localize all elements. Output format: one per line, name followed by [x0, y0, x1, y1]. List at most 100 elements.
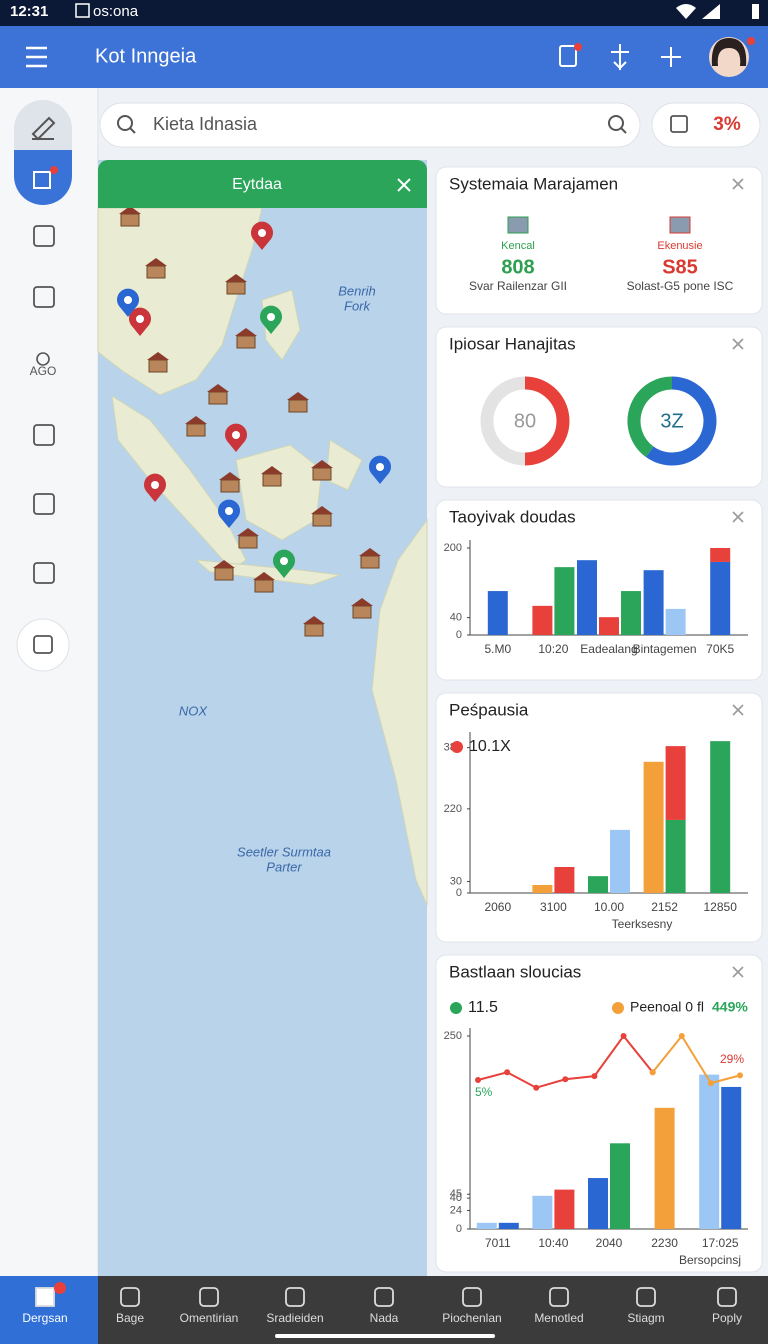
bottom-nav-active — [0, 1276, 98, 1344]
nav-icon — [462, 1287, 482, 1307]
search-bar[interactable] — [99, 102, 641, 148]
edit-icon[interactable] — [31, 116, 56, 141]
map-land — [371, 518, 428, 906]
line-point — [475, 1077, 481, 1084]
nav-item[interactable]: Dergsan — [22, 1287, 68, 1325]
card-close[interactable] — [732, 966, 744, 978]
card-title: Ipiosar Hanajitas — [449, 334, 576, 353]
x-tick-label: 10:40 — [538, 1236, 568, 1250]
map-house-roof — [147, 352, 169, 360]
x-tick-label: Bintagemen — [633, 642, 697, 656]
nav-label: Piochenlan — [442, 1311, 501, 1325]
map-house-roof — [237, 528, 259, 536]
add-button[interactable] — [661, 47, 681, 67]
nav-icon — [549, 1287, 569, 1307]
nav-item[interactable]: Omentirian — [180, 1287, 239, 1325]
sidebar-button[interactable] — [16, 618, 70, 672]
map-close[interactable] — [397, 178, 411, 192]
sidebar-icon[interactable] — [33, 286, 55, 308]
map-house-roof — [235, 328, 257, 336]
map-house-roof — [219, 472, 241, 480]
map-house-roof — [303, 616, 325, 624]
line-point — [678, 1033, 685, 1039]
status-icon — [75, 3, 90, 18]
sidebar-icon[interactable] — [33, 493, 55, 515]
card-close[interactable] — [732, 338, 744, 350]
action-icon[interactable] — [559, 45, 577, 67]
map-house — [254, 579, 274, 593]
badge-box[interactable] — [651, 102, 761, 148]
map-house-roof — [351, 598, 373, 606]
sidebar-icon[interactable] — [33, 424, 55, 446]
card-close[interactable] — [732, 704, 744, 716]
nav-item[interactable]: Bage — [116, 1287, 144, 1325]
map-pin-dot — [232, 431, 240, 439]
line-point — [620, 1033, 627, 1039]
card-close[interactable] — [732, 511, 744, 523]
donut-segment — [524, 376, 570, 466]
nav-label: Sradieiden — [266, 1311, 323, 1325]
legend-label: 10.1X — [469, 738, 511, 755]
stat-icon — [507, 216, 529, 234]
map-house — [148, 359, 168, 373]
bar — [643, 570, 664, 635]
card-title: Bastlaan sloucias — [449, 962, 581, 981]
nav-item[interactable]: Poply — [712, 1287, 742, 1325]
menu-button[interactable] — [26, 46, 47, 68]
line-point — [707, 1080, 714, 1087]
bar — [577, 560, 597, 635]
nav-label: Omentirian — [180, 1311, 239, 1325]
donut-segment — [645, 376, 717, 466]
sidebar-icon[interactable] — [33, 225, 55, 247]
annotation: 29% — [720, 1052, 744, 1066]
nav-item[interactable]: Sradieiden — [266, 1287, 324, 1325]
nav-icon — [636, 1287, 656, 1307]
bar — [610, 1143, 630, 1229]
legend-swatch — [450, 1002, 462, 1014]
legend-note: 449% — [712, 999, 748, 1015]
nav-item[interactable]: Piochenlan — [442, 1287, 502, 1325]
nav-item[interactable]: Stiagm — [627, 1287, 665, 1325]
battery-icon — [752, 4, 759, 19]
x-tick-label: 3100 — [540, 900, 567, 914]
action-icon[interactable] — [611, 44, 629, 70]
sidebar — [0, 88, 98, 1276]
stat-value: S85 — [662, 256, 698, 278]
map-house-roof — [185, 416, 207, 424]
x-axis-title: Teerksesny — [612, 917, 673, 931]
wifi-icon — [676, 4, 696, 19]
nav-item[interactable]: Menotled — [534, 1287, 584, 1325]
map-house-roof — [311, 506, 333, 514]
map-house — [312, 467, 332, 481]
map-house — [186, 423, 206, 437]
line-series — [651, 1034, 741, 1085]
line-point — [591, 1073, 598, 1080]
bar — [621, 591, 641, 635]
home-indicator — [275, 1334, 495, 1338]
map-house — [220, 479, 240, 493]
status-time: 12:31 — [10, 3, 48, 20]
x-tick-label: 7011 — [485, 1236, 511, 1250]
card-close[interactable] — [732, 178, 744, 190]
card-title: Peśpausia — [449, 700, 529, 719]
donut-segment — [627, 376, 673, 457]
y-tick-label: 24 — [450, 1204, 462, 1216]
sidebar-active[interactable] — [14, 150, 72, 205]
nav-icon — [120, 1287, 140, 1307]
app-bar — [0, 26, 768, 88]
sidebar-button-icon — [33, 635, 53, 654]
legend-label: Peenoal 0 fl — [630, 999, 704, 1015]
line-point — [562, 1076, 569, 1083]
x-tick-label: 2060 — [484, 900, 511, 914]
stat-value: 808 — [501, 256, 534, 278]
stat-sub: Svar Railenzar GII — [469, 279, 567, 293]
sidebar-icon[interactable] — [33, 562, 55, 584]
y-tick-label: 250 — [444, 1030, 462, 1042]
map-pin-dot — [267, 313, 275, 321]
bar — [665, 608, 686, 635]
x-tick-label: 5.M0 — [484, 642, 511, 656]
nav-item[interactable]: Nada — [370, 1287, 399, 1325]
x-tick-label: 2040 — [596, 1236, 623, 1250]
map-pin-dot — [280, 557, 288, 565]
map-label: Parter — [266, 859, 302, 874]
